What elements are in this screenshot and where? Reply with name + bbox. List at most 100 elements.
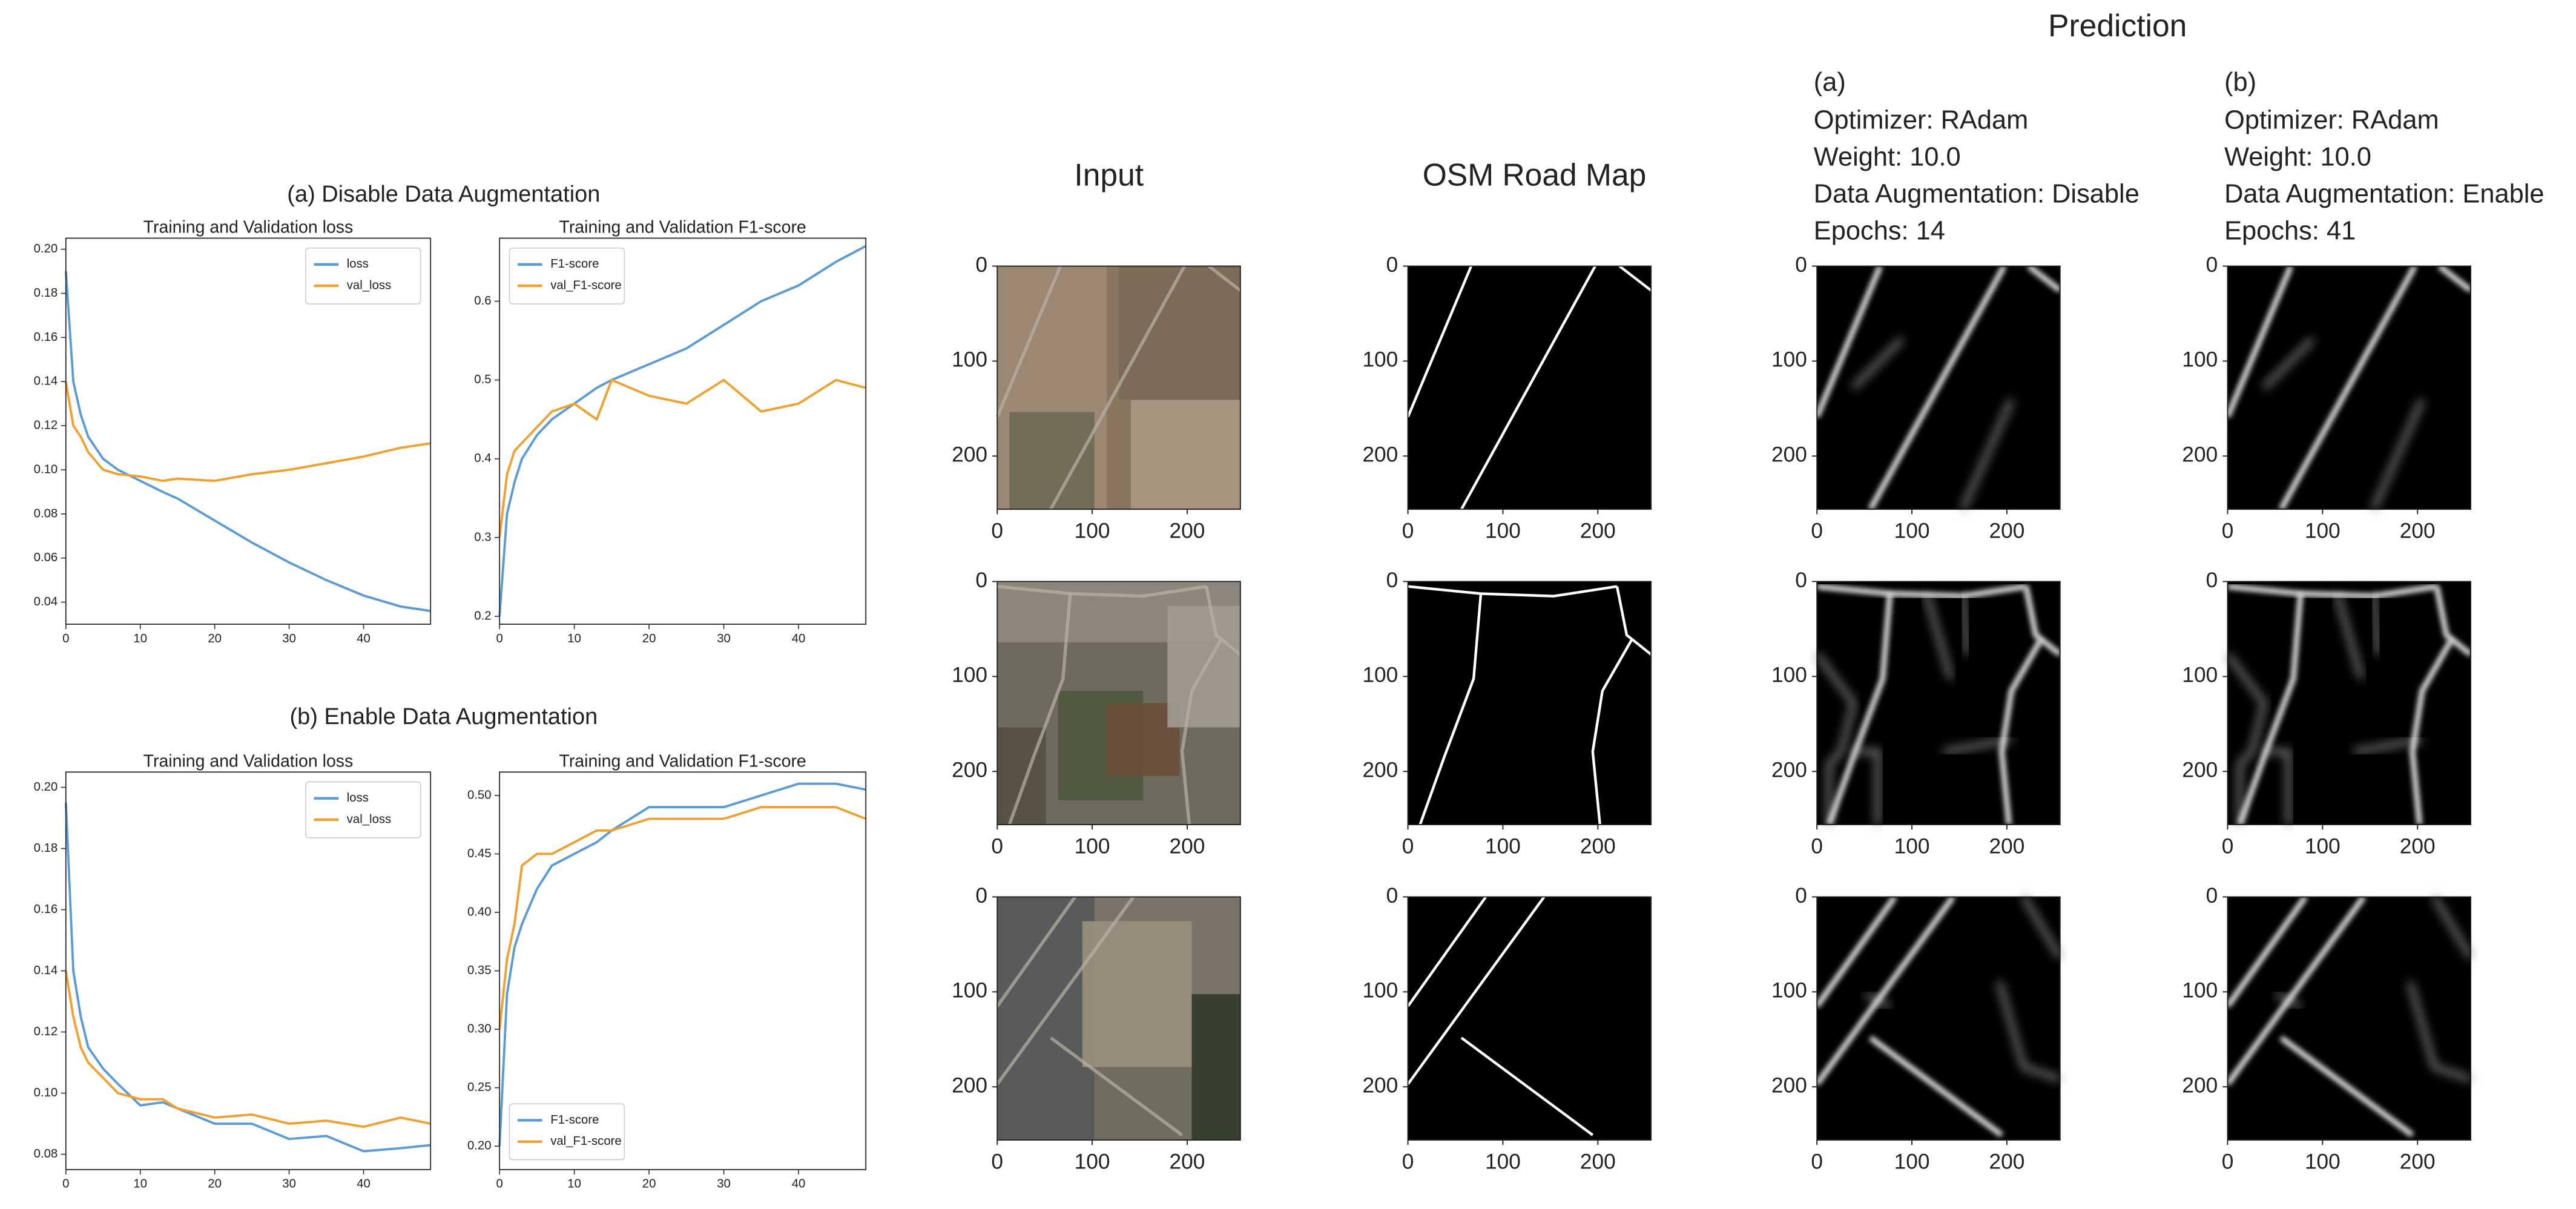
x-tick-label: 0 [62,632,69,645]
predicted-road [2410,638,2454,825]
aerial-road [1050,1036,1184,1137]
x-tick-label: 200 [2400,1150,2436,1173]
y-tick-label: 100 [1362,664,1398,687]
x-tick-label: 200 [2400,519,2436,542]
y-tick-label: 0.08 [34,1147,58,1161]
x-tick-label: 200 [1989,834,2024,858]
y-tick-label: 0.6 [474,294,491,308]
predicted-road [1868,265,2007,511]
legend-label: val_loss [347,812,391,826]
x-tick-label: 20 [208,1178,222,1191]
y-tick-label: 0.20 [467,1139,492,1153]
x-tick-label: 30 [282,632,296,645]
image-panel: 0 100 200 0 100 200 [1362,568,1652,858]
predicted-road [1814,895,1955,1086]
y-tick-label: 200 [2182,759,2218,782]
aerial-road [1204,586,1242,656]
road-line [1408,585,1618,598]
faint-road [1851,337,1904,390]
prediction-setting: Optimizer: RAdam [1814,105,2029,134]
predicted-road [1999,638,2043,825]
image-panel: 0 100 200 0 100 200 [1362,884,1652,1173]
faint-road [1923,593,1953,680]
chart-title: Training and Validation loss [143,751,354,771]
faint-road [2407,981,2472,1082]
faint-road [2262,337,2314,390]
faint-road [2432,895,2473,959]
y-tick-label: 0 [975,884,987,908]
column-title: Input [1074,157,1144,193]
legend-box [509,1103,625,1161]
predicted-road [2027,264,2062,293]
legend-box [305,781,421,838]
road-line [1460,1036,1594,1136]
x-tick-label: 100 [2305,519,2340,542]
y-tick-label: 0.12 [34,1025,58,1038]
predicted-road [2023,585,2062,657]
image-frame [2227,581,2472,826]
series-line [498,806,866,1030]
image-frame [1816,896,2061,1141]
x-tick-label: 200 [1170,834,1205,858]
legend-label: val_F1-score [550,278,622,292]
x-tick-label: 100 [1485,834,1521,858]
road-line [1406,265,1473,418]
x-tick-label: 0 [62,1178,69,1191]
aerial-patch [1191,994,1240,1141]
aerial-patch [1119,266,1240,400]
aerial-road [1049,265,1186,510]
prediction-setting: Data Augmentation: Disable [1814,179,2140,208]
chart-title: Training and Validation F1-score [559,751,806,771]
y-tick-label: 100 [2182,664,2218,687]
y-tick-label: 100 [2182,348,2218,372]
legend-label: loss [347,257,369,271]
faint-road [1960,593,1971,655]
y-tick-label: 0 [1795,253,1807,277]
plot-frame [65,237,432,625]
y-tick-label: 0.08 [34,507,58,520]
predicted-road [1814,895,1897,1008]
legend-box [509,247,625,305]
image-panel: 0 100 200 0 100 200 [2182,253,2472,542]
x-tick-label: 10 [567,1178,581,1191]
x-tick-label: 200 [1170,519,1205,542]
mask-background [1408,581,1652,825]
y-tick-label: 100 [952,979,987,1003]
y-tick-label: 100 [1771,664,1807,687]
road-line [1618,265,1652,292]
x-tick-label: 30 [282,1178,296,1191]
road-line [1418,593,1483,825]
aerial-patch [1094,1067,1192,1141]
aerial-road [996,895,1077,1007]
y-tick-label: 100 [1771,348,1807,372]
x-tick-label: 0 [2222,519,2234,542]
y-tick-label: 200 [952,1074,987,1098]
aerial-road [1208,265,1242,292]
aerial-road [996,584,1207,598]
aerial-patch [1131,400,1240,510]
series-line [498,245,867,617]
plot-frame [499,771,867,1170]
x-tick-label: 100 [1894,1150,1930,1173]
x-tick-label: 100 [1894,834,1930,858]
road-line [1460,265,1596,510]
aerial-road [1180,639,1223,825]
y-tick-label: 0.5 [474,373,491,386]
y-tick-label: 0.20 [34,242,58,255]
x-tick-label: 100 [2305,1150,2340,1173]
predicted-road [1814,265,1883,418]
x-tick-label: 0 [1402,834,1414,858]
x-tick-label: 40 [357,632,371,645]
legend-label: loss [347,791,369,805]
legend-label: F1-score [550,1113,599,1127]
x-tick-label: 40 [792,1178,806,1191]
mask-background [1817,897,2060,1141]
x-tick-label: 0 [1811,519,1823,542]
y-tick-label: 0.50 [467,788,492,802]
image-panel: 0 100 200 0 100 200 [2182,568,2472,858]
image-panel: 0 100 200 0 100 200 [952,253,1242,542]
image-frame [1407,265,1652,510]
y-tick-label: 0.04 [34,595,58,608]
predicted-road [1869,1035,2004,1138]
